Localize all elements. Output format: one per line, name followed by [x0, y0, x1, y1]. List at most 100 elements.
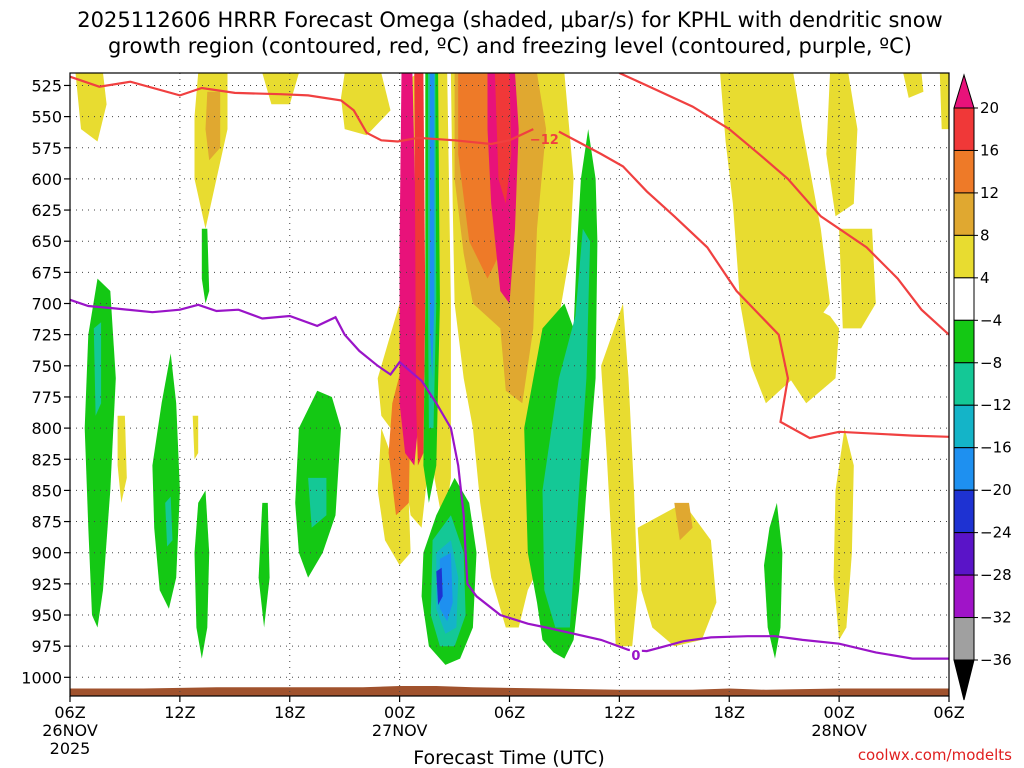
x-tick-label-30: 12Z	[604, 703, 635, 722]
colorbar-bin-13	[953, 617, 975, 661]
colorbar-label-8: −16	[980, 439, 1012, 457]
x-tick-date-0: 26NOV	[42, 721, 98, 740]
y-tick-label-700: 700	[31, 295, 62, 314]
colorbar-label-0: 20	[980, 99, 999, 117]
colorbar-bin-12	[953, 574, 975, 619]
colorbar-bin-4	[953, 234, 975, 279]
chart-title-line-1: 2025112606 HRRR Forecast Omega (shaded, …	[77, 8, 942, 32]
omega-region-13	[429, 73, 435, 379]
colorbar-label-4: 4	[980, 269, 990, 287]
omega-region-25	[542, 228, 591, 628]
colorbar-bin-top	[953, 73, 975, 109]
colorbar-label-11: −28	[980, 566, 1012, 584]
colorbar-label-7: −12	[980, 396, 1012, 414]
colorbar-bin-3	[953, 192, 975, 236]
colorbar: 20 16 12 8 4 −4 −8 −12 −16 −20 −24 −28 −32 −36	[953, 73, 1012, 701]
omega-region-32	[194, 490, 210, 659]
x-tick-label-42: 00Z	[823, 703, 854, 722]
omega-region-42	[826, 73, 858, 217]
omega-region-29	[192, 415, 199, 460]
colorbar-bin-10	[953, 489, 975, 534]
colorbar-label-5: −4	[980, 311, 1002, 329]
y-tick-label-625: 625	[31, 201, 62, 220]
y-tick-label-900: 900	[31, 544, 62, 563]
dgz-contour-label: −12	[530, 133, 559, 148]
y-axis-ticks: 525 550 575 600 625 650 675 700 725 750 775 800 825 8…	[21, 76, 70, 687]
x-tick-label-0: 06Z	[54, 703, 85, 722]
y-tick-label-850: 850	[31, 481, 62, 500]
omega-region-34	[258, 502, 270, 628]
colorbar-label-12: −32	[980, 609, 1012, 627]
credit-text[interactable]: coolwx.com/modelts	[858, 746, 1012, 764]
omega-region-43	[839, 228, 876, 329]
x-tick-label-18: 00Z	[384, 703, 415, 722]
freezing-label-bg	[629, 646, 642, 663]
y-tick-label-725: 725	[31, 326, 62, 345]
colorbar-label-3: 8	[980, 226, 990, 244]
y-tick-label-575: 575	[31, 139, 62, 158]
y-tick-label-875: 875	[31, 513, 62, 532]
x-axis-label: Forecast Time (UTC)	[413, 747, 604, 768]
y-tick-label-650: 650	[31, 232, 62, 251]
plot-area: −12 0	[69, 72, 950, 697]
colorbar-bin-1	[953, 107, 975, 151]
colorbar-label-9: −20	[980, 481, 1012, 499]
colorbar-bin-7	[953, 362, 975, 406]
y-tick-label-750: 750	[31, 357, 62, 376]
omega-region-9	[414, 73, 426, 466]
y-tick-label-775: 775	[31, 388, 62, 407]
colorbar-bin-8	[953, 404, 975, 449]
omega-region-27	[93, 322, 102, 416]
colorbar-label-2: 12	[980, 184, 999, 202]
omega-region-47	[764, 502, 783, 659]
chart-title-line-2: growth region (contoured, red, ºC) and f…	[108, 34, 912, 58]
omega-region-31	[165, 496, 173, 547]
omega-region-3	[341, 73, 391, 136]
omega-region-0	[75, 73, 107, 142]
y-tick-label-950: 950	[31, 606, 62, 625]
x-tick-label-24: 06Z	[494, 703, 525, 722]
x-tick-date-42: 28NOV	[811, 721, 867, 740]
omega-region-18	[494, 73, 512, 204]
dgz-contours: −12	[70, 73, 949, 440]
omega-region-4	[262, 73, 299, 105]
omega-region-23	[436, 567, 443, 605]
x-tick-label-6: 12Z	[164, 703, 195, 722]
colorbar-label-10: −24	[980, 524, 1012, 542]
colorbar-bin-9	[953, 447, 975, 491]
x-tick-date-18: 27NOV	[372, 721, 428, 740]
dgz-contour-2	[618, 73, 949, 336]
y-tick-label-825: 825	[31, 450, 62, 469]
y-tick-label-925: 925	[31, 575, 62, 594]
colorbar-bin-2	[953, 149, 975, 194]
y-tick-label-600: 600	[31, 170, 62, 189]
y-tick-label-525: 525	[31, 76, 62, 95]
colorbar-label-13: −36	[980, 651, 1012, 669]
omega-region-30	[152, 353, 180, 609]
grid-lines	[70, 73, 949, 696]
omega-region-2	[205, 91, 221, 161]
omega-region-26	[84, 278, 116, 628]
freezing-contour-line	[70, 298, 949, 660]
colorbar-label-6: −8	[980, 354, 1002, 372]
dgz-contour-0	[70, 75, 534, 146]
x-tick-year-0: 2025	[50, 739, 91, 758]
omega-region-41	[784, 303, 840, 404]
x-tick-label-48: 06Z	[933, 703, 964, 722]
x-tick-label-36: 18Z	[714, 703, 745, 722]
omega-region-37	[601, 303, 638, 647]
omega-region-39	[674, 502, 693, 541]
colorbar-bin-bottom	[953, 659, 975, 701]
omega-region-46	[833, 428, 854, 640]
x-tick-label-12: 18Z	[274, 703, 305, 722]
omega-region-33	[201, 228, 210, 304]
y-tick-label-1000: 1000	[21, 668, 62, 687]
omega-region-28	[117, 415, 127, 503]
colorbar-bin-11	[953, 532, 975, 576]
omega-shading	[75, 73, 949, 665]
omega-region-36	[308, 477, 327, 528]
y-tick-label-550: 550	[31, 108, 62, 127]
omega-region-38	[637, 502, 717, 647]
